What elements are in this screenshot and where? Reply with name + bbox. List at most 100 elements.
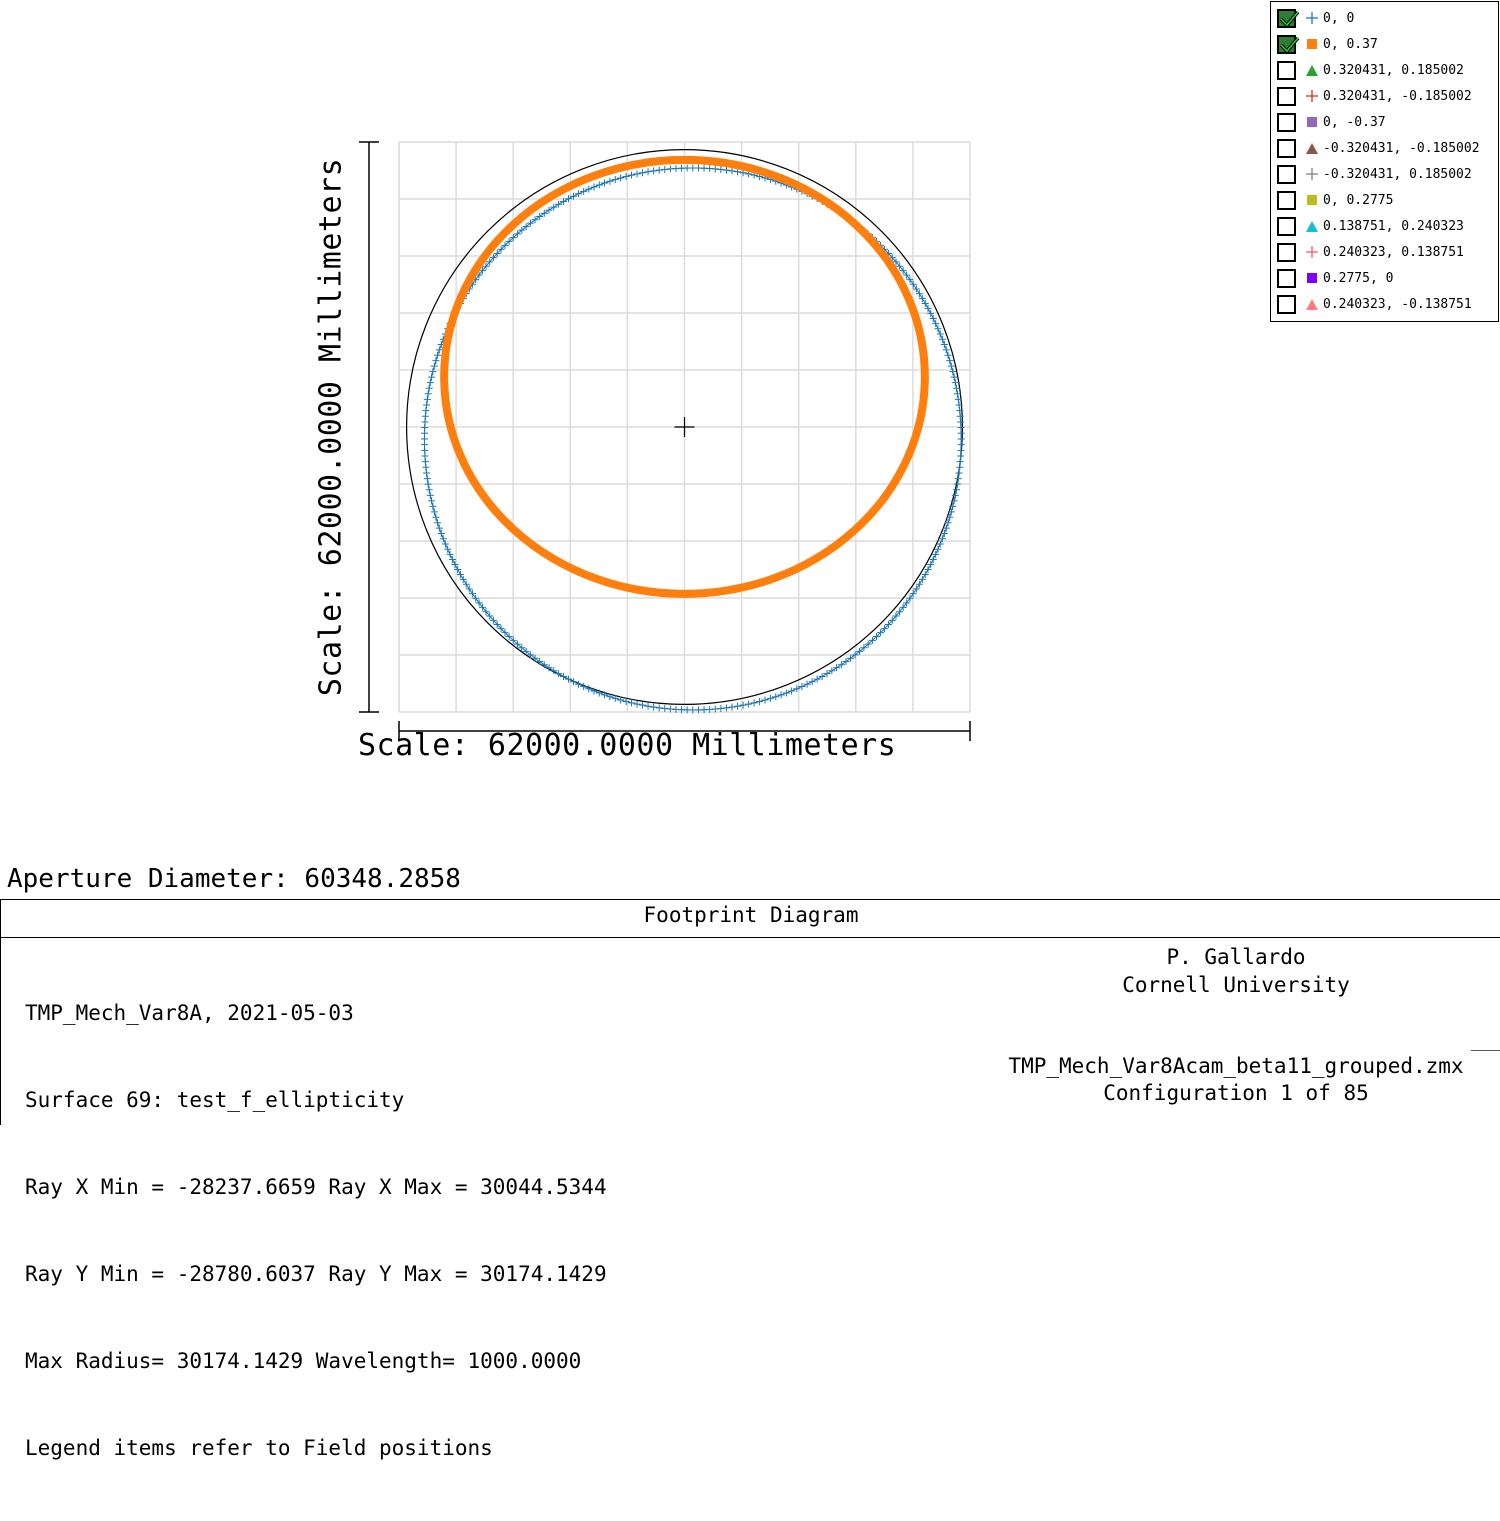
- ray-marker: [580, 187, 588, 195]
- ray-marker: [501, 629, 509, 637]
- info-rule: [1471, 1050, 1500, 1051]
- ray-marker: [555, 200, 563, 208]
- ray-marker: [940, 341, 948, 349]
- legend-checkbox[interactable]: [1277, 190, 1296, 210]
- legend-item[interactable]: 0.320431, 0.185002: [1277, 59, 1464, 81]
- ray-marker: [881, 625, 889, 633]
- legend-item[interactable]: 0, 0: [1277, 7, 1354, 29]
- legend-checkbox[interactable]: [1277, 216, 1296, 236]
- ray-marker: [564, 195, 572, 203]
- ray-marker: [432, 513, 440, 521]
- ray-marker: [560, 197, 568, 205]
- ray-marker: [938, 335, 946, 343]
- ray-marker: [513, 640, 521, 648]
- ray-marker: [946, 357, 954, 365]
- ray-marker: [955, 401, 963, 409]
- ray-marker: [462, 580, 470, 588]
- ray-marker: [434, 351, 442, 359]
- ray-marker: [425, 486, 433, 494]
- ray-marker: [536, 658, 544, 666]
- ray-marker: [899, 603, 907, 611]
- ray-marker: [912, 285, 920, 293]
- legend-checkbox[interactable]: [1277, 242, 1296, 262]
- legend-item[interactable]: 0.320431, -0.185002: [1277, 85, 1472, 107]
- ray-marker: [482, 262, 490, 270]
- legend-checkbox[interactable]: [1277, 8, 1300, 28]
- square-marker-icon: [1305, 271, 1319, 285]
- ray-marker: [424, 390, 432, 398]
- legend-item[interactable]: 0, -0.37: [1277, 111, 1386, 133]
- ray-marker: [426, 379, 434, 387]
- ray-marker: [909, 280, 917, 288]
- ray-marker: [896, 608, 904, 616]
- ray-marker: [434, 519, 442, 527]
- legend-item[interactable]: -0.320431, 0.185002: [1277, 163, 1472, 185]
- info-line: TMP_Mech_Var8A, 2021-05-03: [25, 1001, 354, 1025]
- ray-marker: [868, 636, 876, 644]
- legend-item[interactable]: 0, 0.37: [1277, 33, 1378, 55]
- legend-checkbox[interactable]: [1277, 60, 1296, 80]
- ray-marker: [595, 689, 603, 697]
- ray-marker: [745, 700, 753, 708]
- ray-marker: [486, 258, 494, 266]
- legend-label: 0, 0.37: [1323, 36, 1378, 52]
- legend-item[interactable]: 0, 0.2775: [1277, 189, 1393, 211]
- legend-checkbox[interactable]: [1277, 86, 1296, 106]
- ray-marker: [429, 368, 437, 376]
- ray-marker: [936, 540, 944, 548]
- ray-marker: [782, 689, 790, 697]
- ray-marker: [428, 497, 436, 505]
- ray-marker: [513, 230, 521, 238]
- ray-marker: [569, 192, 577, 200]
- ray-marker: [536, 212, 544, 220]
- plot-axes: [359, 141, 971, 741]
- ray-marker: [906, 594, 914, 602]
- ray-marker: [932, 320, 940, 328]
- info-line: Legend items refer to Field positions: [25, 1436, 493, 1460]
- ray-marker: [540, 209, 548, 217]
- legend-checkbox[interactable]: [1277, 112, 1296, 132]
- ray-marker: [580, 683, 588, 691]
- info-author: P. Gallardo: [1166, 945, 1306, 969]
- legend-checkbox[interactable]: [1277, 138, 1296, 158]
- ray-marker: [924, 304, 932, 312]
- ray-marker: [788, 687, 796, 695]
- ray-marker: [432, 357, 440, 365]
- legend-item[interactable]: 0.138751, 0.240323: [1277, 215, 1464, 237]
- legend-checkbox[interactable]: [1277, 294, 1296, 314]
- ray-marker: [655, 704, 663, 712]
- legend-checkbox[interactable]: [1277, 268, 1296, 288]
- legend-checkbox[interactable]: [1277, 34, 1300, 54]
- ray-marker: [955, 469, 963, 477]
- ray-marker: [892, 258, 900, 266]
- ray-marker: [877, 629, 885, 637]
- legend-item[interactable]: 0.240323, 0.138751: [1277, 241, 1464, 263]
- ray-marker: [468, 590, 476, 598]
- legend-item[interactable]: 0.2775, 0: [1277, 267, 1393, 289]
- legend-label: 0, -0.37: [1323, 114, 1386, 130]
- legend-item[interactable]: -0.320431, -0.185002: [1277, 137, 1480, 159]
- ray-marker: [947, 362, 955, 370]
- info-file: TMP_Mech_Var8Acam_beta11_grouped.zmx: [1008, 1054, 1464, 1078]
- ray-marker: [644, 702, 652, 710]
- legend-item[interactable]: 0.240323, -0.138751: [1277, 293, 1472, 315]
- ray-marker: [803, 680, 811, 688]
- ray-marker: [446, 550, 454, 558]
- ray-marker: [595, 181, 603, 189]
- ray-marker: [944, 351, 952, 359]
- ray-marker: [486, 612, 494, 620]
- ray-marker: [942, 524, 950, 532]
- ray-marker: [644, 168, 652, 176]
- ray-marker: [448, 555, 456, 563]
- legend-checkbox[interactable]: [1277, 164, 1296, 184]
- legend-label: 0.320431, -0.185002: [1323, 88, 1472, 104]
- ray-marker: [938, 535, 946, 543]
- ray-marker: [915, 580, 923, 588]
- ray-marker: [918, 575, 926, 583]
- ray-marker: [818, 672, 826, 680]
- ray-marker: [451, 561, 459, 569]
- info-org: Cornell University: [1122, 973, 1350, 997]
- ray-marker: [808, 678, 816, 686]
- series-1-outline: [440, 155, 929, 598]
- triangle-marker-icon: [1305, 219, 1319, 233]
